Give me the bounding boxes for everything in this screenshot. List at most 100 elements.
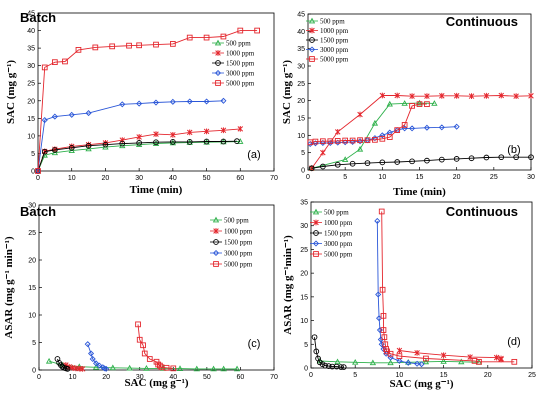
series-line <box>311 102 435 169</box>
legend-marker <box>215 50 221 56</box>
x-tick-label: 40 <box>169 374 177 381</box>
data-point <box>210 365 217 372</box>
data-point <box>313 348 320 355</box>
data-point <box>237 125 244 132</box>
y-tick-label: 30 <box>27 63 35 70</box>
data-point <box>220 127 227 134</box>
x-tick-label: 25 <box>490 174 498 181</box>
data-point <box>87 350 95 357</box>
data-point <box>170 41 176 47</box>
series-3000-ppm <box>84 341 110 372</box>
data-point <box>52 59 58 66</box>
legend-entry: 1500 ppm <box>320 37 349 45</box>
y-tick-label: 45 <box>27 11 35 18</box>
data-point <box>528 92 534 99</box>
data-point <box>312 140 319 147</box>
data-point <box>93 360 100 367</box>
data-point <box>136 140 142 146</box>
series-500-ppm <box>308 99 438 171</box>
data-point <box>51 113 58 120</box>
data-point <box>377 336 384 343</box>
data-point <box>327 138 334 145</box>
series-1000-ppm <box>396 347 504 363</box>
data-point <box>85 110 92 117</box>
data-point <box>356 145 364 152</box>
data-point <box>379 286 386 293</box>
legend-marker <box>312 208 320 215</box>
data-point <box>169 98 176 105</box>
data-point <box>513 93 519 100</box>
data-point <box>483 154 490 161</box>
data-point <box>334 358 341 365</box>
data-point <box>334 139 341 146</box>
data-point <box>307 140 314 148</box>
legend-marker <box>309 37 315 43</box>
y-tick-label: 35 <box>300 200 308 207</box>
data-point <box>387 359 394 366</box>
data-point <box>163 364 170 371</box>
data-point <box>381 334 388 341</box>
data-point <box>84 341 91 348</box>
legend-marker <box>313 251 319 257</box>
data-point <box>424 93 430 100</box>
y-tick-label: 25 <box>300 247 308 254</box>
data-point <box>126 42 132 49</box>
y-tick-label: 20 <box>300 271 308 278</box>
data-point <box>186 98 193 105</box>
x-tick-label: 30 <box>135 175 143 182</box>
x-tick-label: 30 <box>527 174 535 181</box>
data-point <box>357 111 363 118</box>
y-tick-label: 10 <box>28 313 36 320</box>
panel-b-continuous-sac-vs-time: 0 5 10 15 20 25 30 0 5 10 15 20 25 30 35 40 45 Time (min)… <box>281 12 535 199</box>
y-tick-label: 45 <box>297 12 305 19</box>
series-1500-ppm <box>54 356 71 372</box>
panel-title: Continuous <box>446 14 518 29</box>
data-point <box>422 358 430 365</box>
data-point <box>320 138 326 145</box>
series-line <box>37 100 224 172</box>
legend-marker <box>313 230 319 236</box>
y-tick-label: 30 <box>28 203 36 210</box>
y-tick-label: 5 <box>31 151 35 158</box>
x-tick-label: 0 <box>306 174 310 181</box>
x-tick-label: 0 <box>36 175 40 182</box>
data-point <box>511 358 518 365</box>
legend-marker <box>309 56 315 62</box>
data-point <box>414 360 421 367</box>
legend-entry: 1500 ppm <box>226 60 255 68</box>
data-point <box>153 41 159 48</box>
data-point <box>440 352 447 359</box>
legend-entry: 5000 ppm <box>324 251 353 259</box>
data-point <box>79 366 86 372</box>
series-line <box>37 30 258 172</box>
data-point <box>176 365 184 371</box>
data-point <box>394 92 400 99</box>
series-1500-ppm <box>311 334 347 370</box>
series-5000-ppm <box>35 27 260 174</box>
plot-frame <box>37 12 275 172</box>
data-point <box>89 355 96 363</box>
data-point <box>379 159 386 166</box>
series-line <box>37 128 241 172</box>
data-point <box>96 362 103 369</box>
y-tick-label: 35 <box>27 46 35 53</box>
y-tick-label: 35 <box>297 46 305 53</box>
data-point <box>327 139 334 146</box>
x-tick-label: 15 <box>440 372 448 379</box>
legend-marker <box>213 228 219 234</box>
data-point <box>342 137 349 144</box>
series-line <box>37 141 241 172</box>
y-tick-label: 10 <box>27 133 35 140</box>
y-axis-label: SAC (mg g⁻¹) <box>281 60 293 124</box>
data-point <box>340 364 347 370</box>
x-tick-label: 70 <box>270 374 278 381</box>
data-point <box>109 43 116 50</box>
data-point <box>453 156 460 162</box>
data-point <box>439 92 445 99</box>
data-point <box>409 125 416 132</box>
y-tick-label: 5 <box>301 150 305 157</box>
data-point <box>45 357 53 364</box>
legend-marker <box>308 46 316 53</box>
data-point <box>483 92 490 99</box>
data-point <box>453 123 460 130</box>
